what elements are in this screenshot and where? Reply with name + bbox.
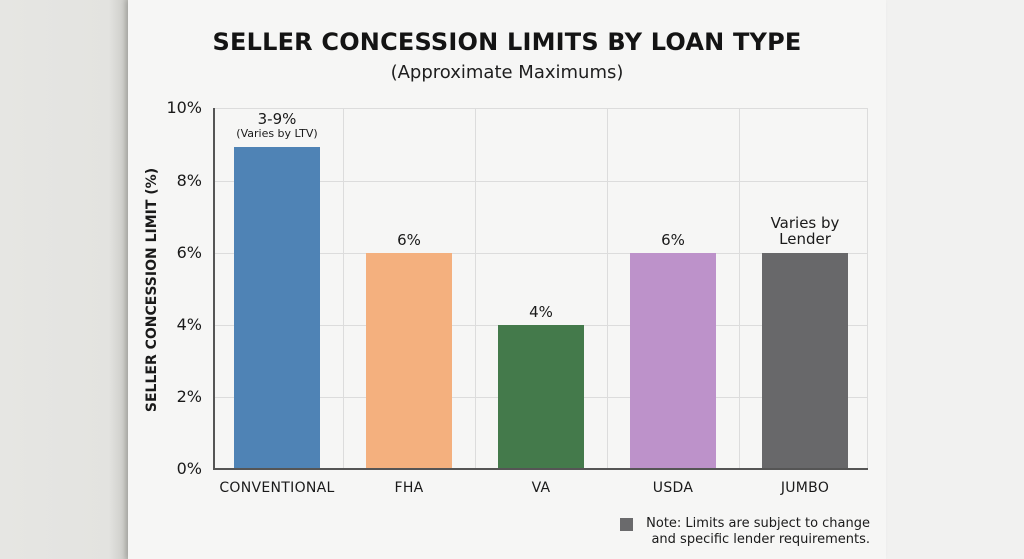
y-tick-6: 6% (176, 243, 202, 262)
x-tick-fha: FHA (394, 480, 424, 496)
note-line-1: Note: Limits are subject to change (646, 516, 870, 531)
y-axis-line (213, 108, 215, 470)
bar-usda (630, 253, 716, 469)
y-tick-10: 10% (166, 98, 202, 117)
data-label-jumbo: Varies by Lender (735, 215, 875, 247)
y-tick-4: 4% (176, 315, 202, 334)
data-label-conventional: 3-9% (Varies by LTV) (207, 111, 347, 140)
note-text: Note: Limits are subject to change and s… (620, 516, 870, 548)
data-label-main: 3-9% (257, 110, 297, 128)
x-axis-line (213, 468, 868, 470)
x-tick-jumbo: JUMBO (780, 480, 830, 496)
gridline-8 (213, 181, 868, 182)
x-tick-va: VA (531, 480, 551, 496)
vgridline (607, 108, 608, 469)
data-label-usda: 6% (661, 231, 685, 249)
chart-subtitle: (Approximate Maximums) (390, 62, 624, 83)
data-label-va: 4% (529, 303, 553, 321)
bar-jumbo (762, 253, 848, 469)
wall-background-right (886, 0, 1024, 559)
note-swatch-icon (620, 518, 633, 531)
gridline-6 (213, 253, 868, 254)
bar-va (498, 325, 584, 469)
vgridline (739, 108, 740, 469)
vgridline (343, 108, 344, 469)
y-tick-2: 2% (176, 387, 202, 406)
data-label-main: Varies by (770, 214, 840, 232)
vgridline-right (867, 108, 868, 469)
bar-fha (366, 253, 452, 469)
y-axis-label: SELLER CONCESSION LIMIT (%) (144, 167, 160, 413)
data-label-sub: (Varies by LTV) (236, 127, 318, 140)
wall-background-left (0, 0, 128, 559)
y-tick-8: 8% (176, 171, 202, 190)
data-label-sub: Lender (779, 230, 831, 248)
vgridline (475, 108, 476, 469)
bar-conventional (234, 147, 320, 469)
gridline-10 (213, 108, 868, 109)
plot-area: 3-9% (Varies by LTV) 6% 4% 6% Varies by … (213, 108, 868, 470)
chart-title: SELLER CONCESSION LIMITS BY LOAN TYPE (212, 28, 802, 56)
x-tick-usda: USDA (652, 480, 694, 496)
note-line-2: and specific lender requirements. (651, 532, 870, 547)
y-tick-0: 0% (176, 459, 202, 478)
x-tick-conventional: CONVENTIONAL (219, 480, 335, 496)
data-label-fha: 6% (397, 231, 421, 249)
